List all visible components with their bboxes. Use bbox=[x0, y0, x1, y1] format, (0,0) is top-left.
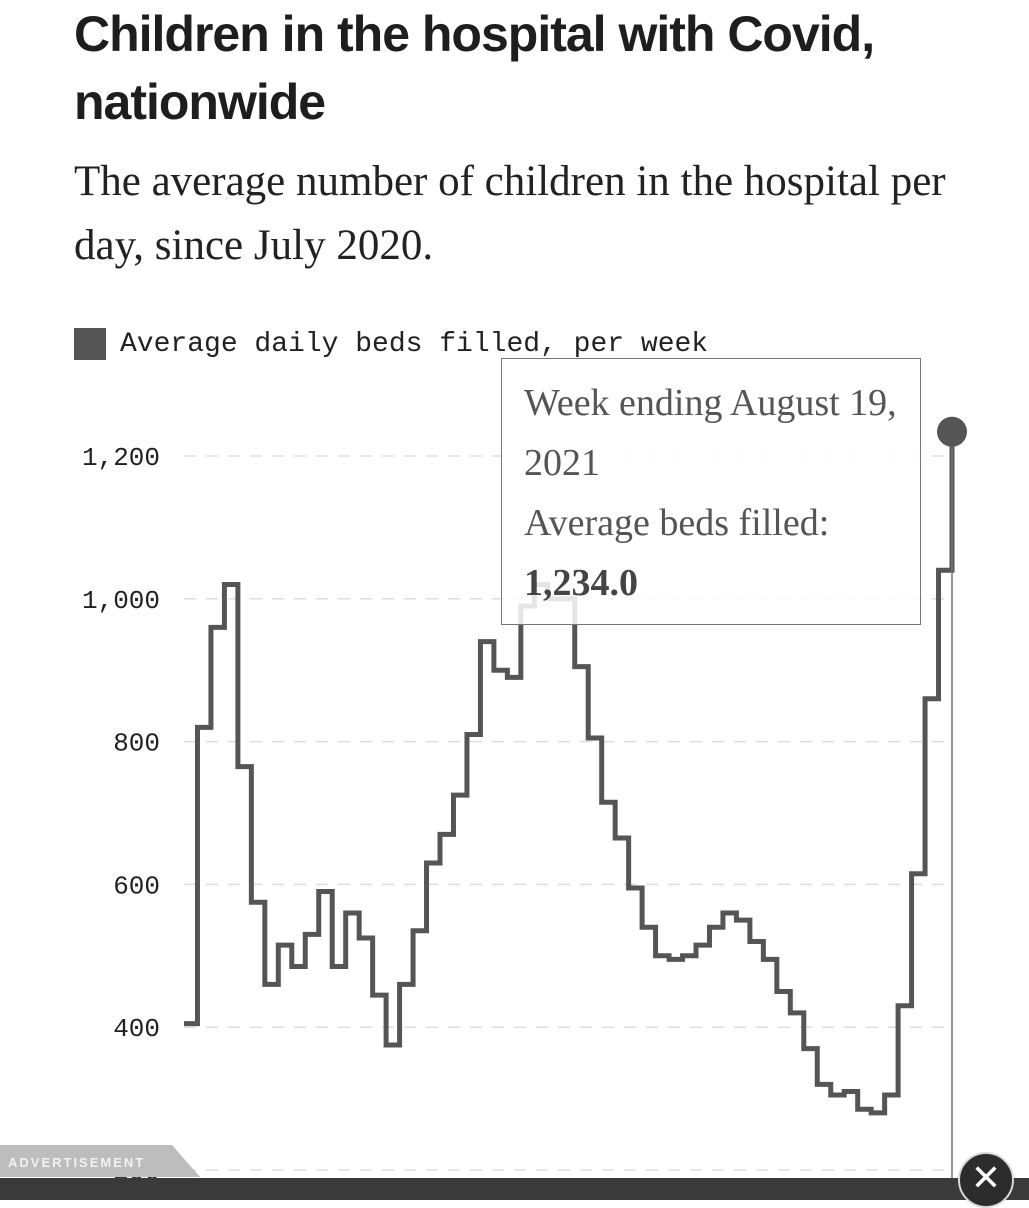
data-point-13[interactable] bbox=[354, 933, 364, 943]
data-point-14[interactable] bbox=[368, 990, 378, 1000]
data-point-23[interactable] bbox=[489, 665, 499, 675]
data-point-24[interactable] bbox=[502, 672, 512, 682]
data-point-40[interactable] bbox=[718, 908, 728, 918]
data-point-39[interactable] bbox=[704, 922, 714, 932]
data-point-6[interactable] bbox=[260, 979, 270, 989]
data-point-3[interactable] bbox=[219, 580, 229, 590]
data-point-15[interactable] bbox=[381, 1040, 391, 1050]
data-point-48[interactable] bbox=[826, 1090, 836, 1100]
data-point-18[interactable] bbox=[422, 858, 432, 868]
tooltip-value: 1,234.0 bbox=[524, 562, 638, 604]
data-point-50[interactable] bbox=[853, 1104, 863, 1114]
data-point-17[interactable] bbox=[408, 926, 418, 936]
data-point-44[interactable] bbox=[772, 987, 782, 997]
data-point-16[interactable] bbox=[395, 979, 405, 989]
data-point-46[interactable] bbox=[799, 1044, 809, 1054]
data-point-37[interactable] bbox=[678, 951, 688, 961]
advertisement-banner bbox=[0, 1145, 200, 1177]
y-tick-label-1200: 1,200 bbox=[82, 443, 160, 473]
data-point-55[interactable] bbox=[920, 694, 930, 704]
data-point-9[interactable] bbox=[300, 929, 310, 939]
data-point-4[interactable] bbox=[233, 762, 243, 772]
data-point-33[interactable] bbox=[624, 883, 634, 893]
chart-subtitle: The average number of children in the ho… bbox=[74, 158, 946, 269]
data-point-53[interactable] bbox=[893, 1001, 903, 1011]
data-point-19[interactable] bbox=[435, 829, 445, 839]
data-point-0[interactable] bbox=[179, 1019, 189, 1029]
chart-tooltip: Week ending August 19, 2021 Average beds… bbox=[501, 358, 921, 625]
y-tick-label-800: 800 bbox=[113, 729, 160, 759]
data-point-30[interactable] bbox=[583, 733, 593, 743]
data-point-38[interactable] bbox=[691, 940, 701, 950]
data-point-54[interactable] bbox=[907, 869, 917, 879]
data-point-47[interactable] bbox=[812, 1079, 822, 1089]
data-point-10[interactable] bbox=[314, 887, 324, 897]
y-tick-label-1000: 1,000 bbox=[82, 586, 160, 616]
data-point-7[interactable] bbox=[273, 940, 283, 950]
data-point-12[interactable] bbox=[341, 908, 351, 918]
data-point-52[interactable] bbox=[880, 1090, 890, 1100]
chart-title: Children in the hospital with Covid, nat… bbox=[74, 6, 875, 130]
data-point-21[interactable] bbox=[462, 729, 472, 739]
data-point-11[interactable] bbox=[327, 962, 337, 972]
tooltip-week: Week ending August 19, 2021 bbox=[524, 382, 897, 484]
data-point-42[interactable] bbox=[745, 937, 755, 947]
data-point-34[interactable] bbox=[637, 922, 647, 932]
data-point-56[interactable] bbox=[934, 565, 944, 575]
data-point-5[interactable] bbox=[246, 897, 256, 907]
data-point-51[interactable] bbox=[866, 1108, 876, 1118]
data-point-49[interactable] bbox=[839, 1086, 849, 1096]
y-tick-label-400: 400 bbox=[113, 1014, 160, 1044]
legend-swatch bbox=[74, 328, 106, 360]
data-point-2[interactable] bbox=[206, 622, 216, 632]
legend-label: Average daily beds filled, per week bbox=[120, 328, 709, 360]
close-icon[interactable]: ✕ bbox=[958, 1152, 1014, 1208]
advertisement-label: ADVERTISEMENT bbox=[8, 1155, 146, 1170]
ad-bar bbox=[0, 1178, 1029, 1200]
data-point-36[interactable] bbox=[664, 954, 674, 964]
data-point-8[interactable] bbox=[287, 962, 297, 972]
data-point-45[interactable] bbox=[785, 1008, 795, 1018]
tooltip-label: Average beds filled: bbox=[524, 502, 830, 544]
y-tick-label-600: 600 bbox=[113, 871, 160, 901]
data-point-29[interactable] bbox=[570, 662, 580, 672]
chart-legend: Average daily beds filled, per week bbox=[74, 326, 708, 362]
series-line bbox=[184, 431, 955, 1116]
data-point-22[interactable] bbox=[475, 637, 485, 647]
data-point-41[interactable] bbox=[731, 915, 741, 925]
data-point-1[interactable] bbox=[192, 722, 202, 732]
data-point-31[interactable] bbox=[597, 797, 607, 807]
highlight-point[interactable] bbox=[937, 416, 967, 447]
data-point-43[interactable] bbox=[758, 954, 768, 964]
data-point-35[interactable] bbox=[651, 951, 661, 961]
data-point-32[interactable] bbox=[610, 833, 620, 843]
data-point-20[interactable] bbox=[448, 790, 458, 800]
